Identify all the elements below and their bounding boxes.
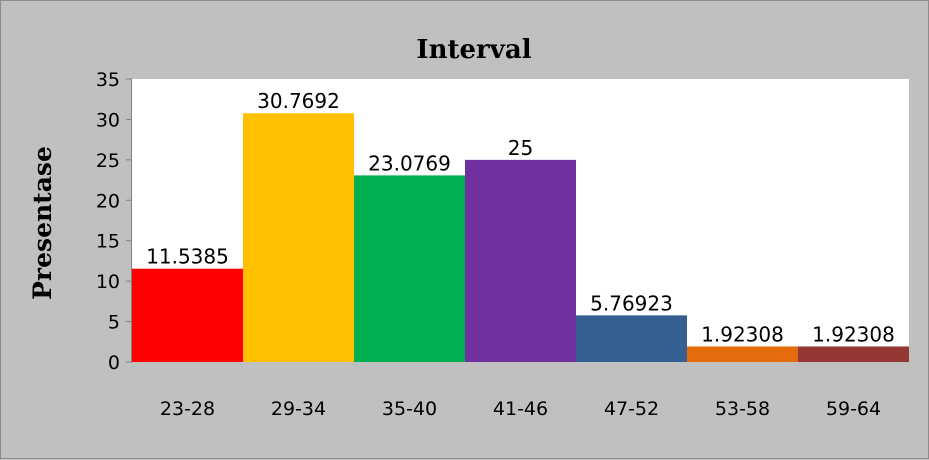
y-tick-label: 20 bbox=[96, 190, 120, 212]
y-tick-label: 5 bbox=[108, 312, 120, 334]
x-tick-label: 23-28 bbox=[160, 398, 215, 420]
x-axis: 23-28 29-34 35-40 41-46 47-52 53-58 59-64 bbox=[160, 398, 881, 420]
bar-41-46 bbox=[465, 159, 576, 362]
y-axis: 0 5 10 15 20 25 30 35 bbox=[96, 69, 132, 374]
x-tick-label: 47-52 bbox=[604, 398, 659, 420]
y-tick-label: 10 bbox=[96, 271, 120, 293]
data-label: 1.92308 bbox=[701, 322, 784, 346]
data-label: 23.0769 bbox=[368, 151, 451, 175]
y-tick-label: 25 bbox=[96, 150, 120, 172]
data-label: 30.7692 bbox=[257, 89, 340, 113]
bar-53-58 bbox=[687, 346, 798, 362]
chart-title: Interval bbox=[416, 35, 531, 65]
data-label: 1.92308 bbox=[812, 322, 895, 346]
bar-35-40 bbox=[354, 175, 465, 362]
y-tick-label: 15 bbox=[96, 231, 120, 253]
x-tick-label: 29-34 bbox=[271, 398, 326, 420]
y-tick-label: 0 bbox=[108, 352, 120, 374]
y-axis-label: Presentase bbox=[28, 146, 57, 300]
bars bbox=[132, 113, 909, 362]
x-tick-label: 35-40 bbox=[382, 398, 437, 420]
bar-47-52 bbox=[576, 315, 687, 362]
x-tick-label: 59-64 bbox=[826, 398, 881, 420]
y-tick-label: 30 bbox=[96, 109, 120, 131]
bar-23-28 bbox=[132, 268, 243, 362]
bar-59-64 bbox=[798, 346, 909, 362]
data-label: 25 bbox=[508, 136, 533, 160]
bar-29-34 bbox=[243, 113, 354, 362]
data-label: 5.76923 bbox=[590, 291, 673, 315]
data-label: 11.5385 bbox=[146, 245, 229, 269]
data-labels: 11.5385 30.7692 23.0769 25 5.76923 1.92308 1.9… bbox=[146, 89, 895, 346]
y-tick-label: 35 bbox=[96, 69, 120, 91]
x-tick-label: 41-46 bbox=[493, 398, 548, 420]
x-tick-label: 53-58 bbox=[715, 398, 770, 420]
